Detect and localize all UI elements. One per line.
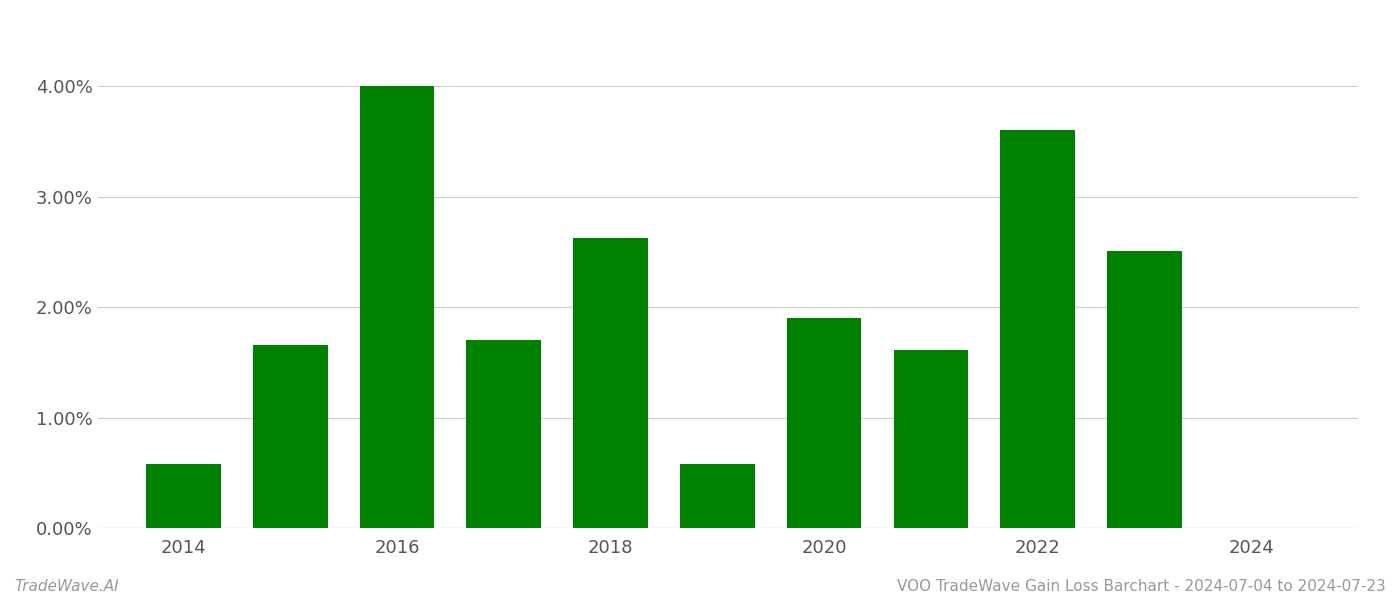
- Bar: [1000, 130, 1075, 528]
- Bar: [680, 464, 755, 528]
- Text: VOO TradeWave Gain Loss Barchart - 2024-07-04 to 2024-07-23: VOO TradeWave Gain Loss Barchart - 2024-…: [897, 579, 1386, 594]
- Bar: [893, 350, 969, 528]
- Bar: [573, 238, 648, 528]
- Bar: [787, 318, 861, 528]
- Bar: [360, 86, 434, 528]
- Bar: [146, 464, 221, 528]
- Bar: [1107, 251, 1182, 528]
- Text: TradeWave.AI: TradeWave.AI: [14, 579, 119, 594]
- Bar: [253, 344, 328, 528]
- Bar: [466, 340, 542, 528]
